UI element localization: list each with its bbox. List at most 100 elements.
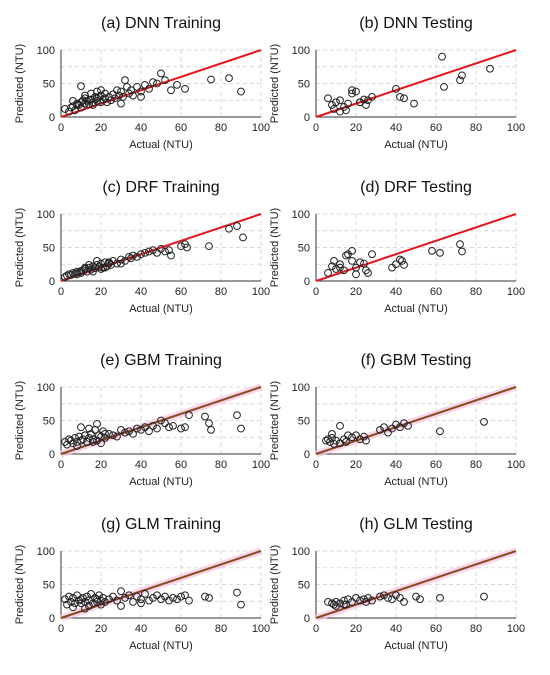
data-point <box>181 591 189 600</box>
data-point <box>125 252 133 261</box>
data-point <box>161 247 169 256</box>
data-point <box>93 97 101 105</box>
data-point <box>165 596 173 605</box>
y-axis-label: Predicted (NTU) <box>269 208 281 287</box>
data-point <box>336 439 344 448</box>
x-tick-label: 80 <box>215 459 227 471</box>
y-tick-label: 50 <box>43 416 55 428</box>
data-point <box>79 435 87 444</box>
data-point <box>326 438 334 446</box>
data-point <box>117 87 125 96</box>
data-point <box>117 587 125 596</box>
chart-title: (e) GBM Training <box>100 352 222 369</box>
data-point <box>233 588 241 597</box>
data-point <box>185 596 193 605</box>
chart-panel-2: (b) DNN Testing 0 20 40 60 80 100 0 50 100 Actual … <box>269 15 525 151</box>
data-point <box>239 233 247 242</box>
data-point <box>336 260 344 269</box>
data-point <box>71 599 79 608</box>
data-point <box>336 421 344 430</box>
x-tick-label: 80 <box>470 623 482 635</box>
data-point <box>93 87 101 96</box>
chart-title: (f) GBM Testing <box>361 352 472 369</box>
data-point <box>113 596 121 605</box>
data-point <box>384 594 392 602</box>
data-point <box>332 98 340 107</box>
data-point <box>412 592 420 601</box>
y-tick-label: 50 <box>298 79 310 91</box>
data-point <box>388 424 396 433</box>
data-point <box>81 91 89 100</box>
data-point <box>177 592 185 601</box>
data-point <box>65 592 73 601</box>
data-point <box>165 423 173 432</box>
x-tick-label: 80 <box>470 122 482 134</box>
data-point <box>101 434 109 442</box>
data-point <box>93 419 101 428</box>
data-point <box>362 598 370 606</box>
data-point <box>380 591 388 600</box>
data-point <box>89 101 97 109</box>
y-tick-label: 0 <box>49 112 55 124</box>
y-tick-label: 100 <box>292 546 310 558</box>
data-point <box>456 240 464 249</box>
data-point <box>362 436 370 445</box>
data-point <box>85 602 93 610</box>
data-point <box>121 76 129 85</box>
data-point <box>125 591 133 600</box>
data-point <box>149 421 157 430</box>
data-point <box>340 266 348 275</box>
y-axis-label: Predicted (NTU) <box>14 545 26 624</box>
chart-panel-1: (a) DNN Training 0 20 40 60 80 100 0 50 100 Actual… <box>14 15 270 151</box>
x-tick-label: 60 <box>430 286 442 298</box>
x-tick-label: 0 <box>58 623 64 635</box>
x-tick-label: 40 <box>135 623 147 635</box>
data-point <box>328 430 336 438</box>
x-tick-label: 20 <box>350 623 362 635</box>
x-tick-label: 60 <box>430 122 442 134</box>
data-point <box>149 246 157 255</box>
data-point <box>348 86 356 95</box>
data-point <box>380 423 388 432</box>
data-point <box>201 592 209 601</box>
x-tick-label: 60 <box>430 623 442 635</box>
data-point <box>348 257 356 265</box>
data-point <box>101 598 109 606</box>
y-tick-label: 0 <box>49 276 55 288</box>
x-tick-label: 100 <box>507 459 525 471</box>
data-point <box>89 599 97 608</box>
x-tick-label: 0 <box>58 122 64 134</box>
y-axis-label: Predicted (NTU) <box>269 545 281 624</box>
data-point <box>93 598 101 606</box>
data-point <box>396 594 404 602</box>
data-point <box>201 412 209 421</box>
data-point <box>105 595 113 604</box>
y-tick-label: 0 <box>49 449 55 461</box>
data-point <box>73 101 81 109</box>
data-point <box>89 262 97 271</box>
data-point <box>149 594 157 602</box>
data-point <box>340 600 348 609</box>
data-point <box>368 250 376 259</box>
data-point <box>149 78 157 87</box>
x-axis-label: Actual (NTU) <box>384 303 448 315</box>
reference-line <box>315 49 517 118</box>
data-point <box>348 246 356 255</box>
y-tick-label: 50 <box>298 243 310 255</box>
x-tick-label: 100 <box>507 623 525 635</box>
data-point <box>336 107 344 116</box>
data-point <box>169 594 177 602</box>
x-tick-label: 40 <box>135 459 147 471</box>
data-point <box>340 596 348 605</box>
chart-panel-8: (h) GLM Testing 0 20 40 60 80 100 0 50 100 Actual … <box>269 516 525 652</box>
data-point <box>85 100 93 109</box>
chart-title: (c) DRF Training <box>102 179 219 196</box>
x-tick-label: 0 <box>58 286 64 298</box>
data-point <box>237 600 245 609</box>
data-point <box>356 596 364 605</box>
data-point <box>205 594 213 602</box>
data-point <box>342 251 350 260</box>
data-point <box>113 259 121 268</box>
data-point <box>117 259 125 268</box>
data-point <box>97 98 105 107</box>
